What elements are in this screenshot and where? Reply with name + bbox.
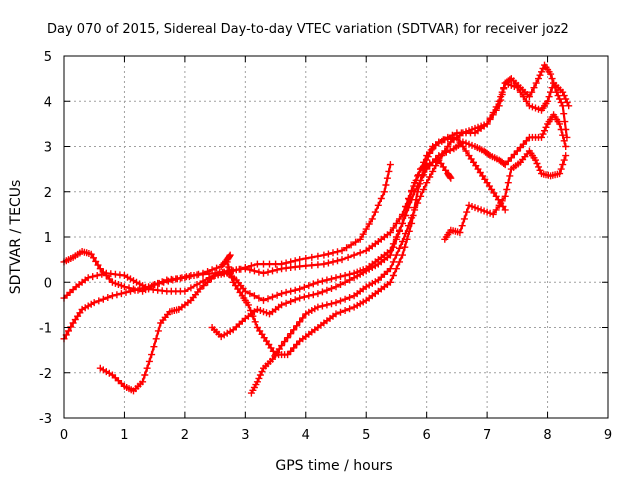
x-tick-label: 1	[120, 428, 128, 443]
series-line	[63, 254, 232, 340]
x-axis-label: GPS time / hours	[275, 458, 392, 474]
data-markers	[60, 251, 234, 343]
x-tick-label: 5	[362, 428, 370, 443]
y-tick-label: 4	[44, 95, 52, 110]
x-tick-label: 7	[483, 428, 491, 443]
y-tick-label: -2	[39, 367, 52, 382]
series-track-8	[441, 147, 570, 243]
series-line	[226, 136, 507, 356]
y-tick-label: 1	[44, 231, 52, 246]
x-tick-label: 9	[604, 428, 612, 443]
y-tick-label: -3	[39, 412, 52, 427]
grid	[64, 56, 608, 418]
series-track-7	[247, 61, 571, 397]
x-tick-label: 2	[181, 428, 189, 443]
series-line	[443, 149, 567, 240]
y-tick-label: 5	[44, 50, 52, 65]
x-tick-label: 3	[241, 428, 249, 443]
y-tick-label: 2	[44, 186, 52, 201]
tick-layer: 0 1 2 3 4 5 6 7 8 9 -3 -2 -1 0 1 2 3 4 5	[39, 50, 612, 443]
y-axis-label: SDTVAR / TECUs	[8, 180, 24, 295]
series-layer	[60, 61, 573, 397]
y-tick-label: 0	[44, 276, 52, 291]
x-tick-label: 0	[60, 428, 68, 443]
x-tick-label: 4	[302, 428, 310, 443]
series-track-3	[60, 251, 234, 343]
x-tick-label: 8	[543, 428, 551, 443]
chart-title: Day 070 of 2015, Sidereal Day-to-day VTE…	[47, 22, 569, 37]
y-tick-label: 3	[44, 141, 52, 156]
series-line	[250, 63, 568, 394]
y-tick-label: -1	[39, 322, 52, 337]
x-tick-label: 6	[423, 428, 431, 443]
